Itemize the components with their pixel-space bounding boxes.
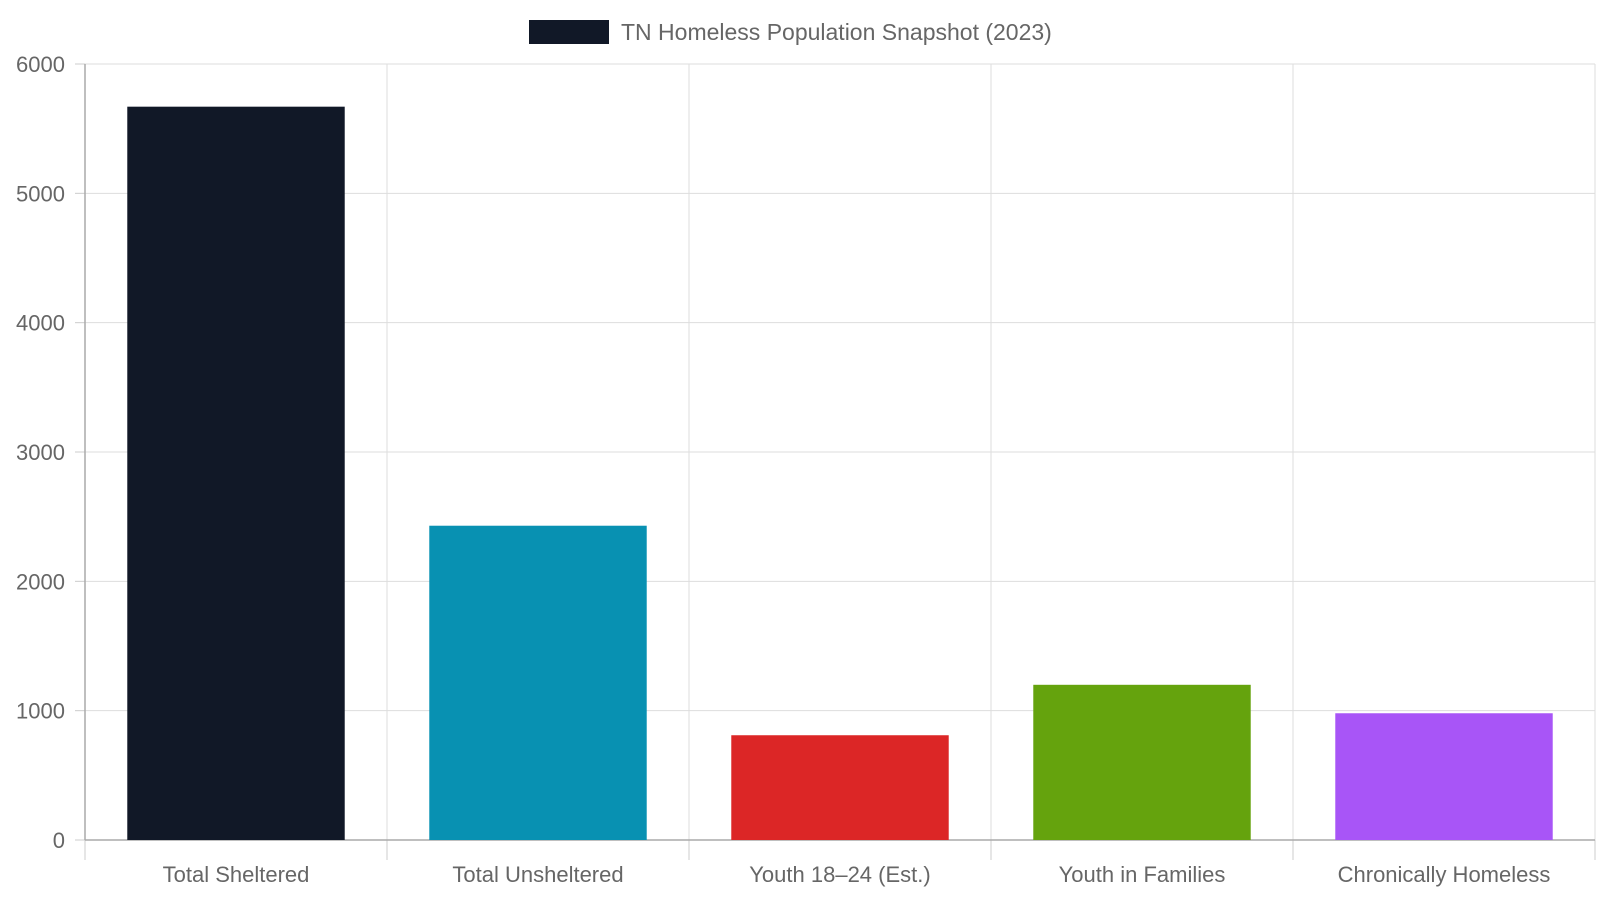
y-tick-label: 1000 [16,699,65,724]
x-tick-label: Total Sheltered [163,862,310,887]
x-tick-label: Total Unsheltered [452,862,623,887]
y-tick-label: 4000 [16,311,65,336]
y-tick-label: 5000 [16,181,65,206]
bar-youth-in-families[interactable] [1033,684,1251,840]
legend-label[interactable]: TN Homeless Population Snapshot (2023) [621,19,1052,45]
y-tick-label: 6000 [16,52,65,77]
y-tick-label: 3000 [16,440,65,465]
bars [127,106,1553,841]
legend-swatch[interactable] [529,20,609,44]
legend[interactable]: TN Homeless Population Snapshot (2023) [529,19,1052,45]
x-tick-label: Youth 18–24 (Est.) [749,862,930,887]
tick-labels: 0 1000 2000 3000 4000 5000 6000 Total Sheltered… [16,52,1550,887]
bar-youth-18-24-est[interactable] [731,735,949,840]
bar-total-unsheltered[interactable] [429,525,647,840]
bar-chronically-homeless[interactable] [1335,713,1553,840]
y-tick-label: 0 [53,828,65,853]
x-tick-label: Youth in Families [1059,862,1226,887]
bar-total-sheltered[interactable] [127,106,345,841]
x-tick-label: Chronically Homeless [1338,862,1551,887]
y-tick-label: 2000 [16,569,65,594]
